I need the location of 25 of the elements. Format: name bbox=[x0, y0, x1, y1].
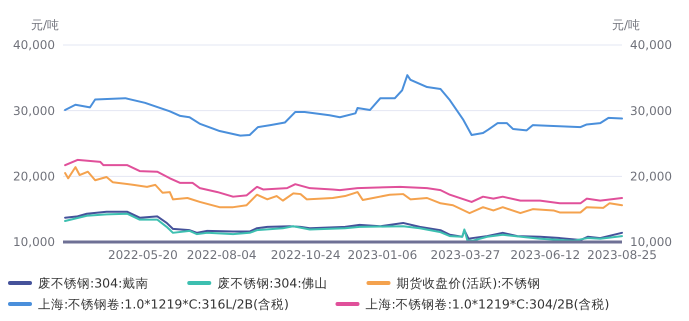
x-tick-label: 2022-08-04 bbox=[186, 248, 257, 262]
y2-tick-label: 30,000 bbox=[630, 104, 672, 118]
legend-label: 上海:不锈钢卷:1.0*1219*C:304/2B(含税) bbox=[366, 296, 610, 312]
legend-label: 废不锈钢:304:佛山 bbox=[217, 275, 328, 290]
x-tick-label: 2022-05-20 bbox=[108, 248, 178, 262]
y-tick-label: 20,000 bbox=[13, 170, 55, 184]
line-series bbox=[64, 74, 623, 137]
line-series bbox=[64, 158, 623, 204]
y2-axis-title: 元/吨 bbox=[612, 18, 640, 32]
y-tick-label: 40,000 bbox=[13, 38, 55, 52]
x-tick-label: 2023-01-06 bbox=[348, 248, 418, 262]
x-tick-label: 2023-06-12 bbox=[510, 248, 580, 262]
x-tick-label: 2023-08-25 bbox=[587, 248, 657, 262]
legend-label: 废不锈钢:304:戴南 bbox=[38, 275, 148, 290]
y-tick-label: 30,000 bbox=[13, 104, 55, 118]
line-series bbox=[64, 166, 623, 214]
y-axis-title: 元/吨 bbox=[30, 18, 59, 32]
y2-tick-label: 10,000 bbox=[630, 235, 672, 250]
legend-label: 期货收盘价(活跃):不锈钢 bbox=[396, 275, 540, 290]
x-tick-label: 2022-10-24 bbox=[270, 248, 341, 262]
y2-tick-label: 20,000 bbox=[630, 170, 672, 184]
x-tick-label: 2023-03-27 bbox=[430, 248, 500, 262]
y2-tick-label: 40,000 bbox=[630, 38, 672, 52]
y-tick-label: 10,000 bbox=[13, 235, 55, 250]
legend-label: 上海:不锈钢卷:1.0*1219*C:316L/2B(含税) bbox=[38, 296, 289, 312]
